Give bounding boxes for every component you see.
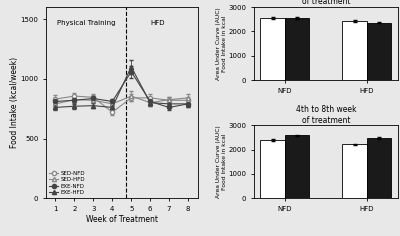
Y-axis label: Food Intake (kcal/week): Food Intake (kcal/week) <box>10 57 19 148</box>
Bar <box>260 18 285 80</box>
Bar <box>367 23 392 80</box>
Bar <box>367 138 392 198</box>
Legend: SED-NFD, SED-HFD, EXE-NFD, EXE-HFD: SED-NFD, SED-HFD, EXE-NFD, EXE-HFD <box>49 170 86 195</box>
Title: 1st to 4th week
of treatment: 1st to 4th week of treatment <box>296 0 356 6</box>
Y-axis label: Area Under Curve (AUC)
Food Intake in kcal: Area Under Curve (AUC) Food Intake in kc… <box>216 7 227 80</box>
Title: 4th to 8th week
of treatment: 4th to 8th week of treatment <box>296 105 356 125</box>
Bar <box>342 144 367 198</box>
Text: HFD: HFD <box>150 20 165 26</box>
Bar <box>285 135 310 198</box>
X-axis label: Week of Treatment: Week of Treatment <box>86 215 158 224</box>
Y-axis label: Area Under Curve (AUC)
Food Intake in kcal: Area Under Curve (AUC) Food Intake in kc… <box>216 125 227 198</box>
Text: Physical Training: Physical Training <box>56 20 115 26</box>
Bar <box>285 18 310 80</box>
Bar <box>260 140 285 198</box>
Bar <box>342 21 367 80</box>
